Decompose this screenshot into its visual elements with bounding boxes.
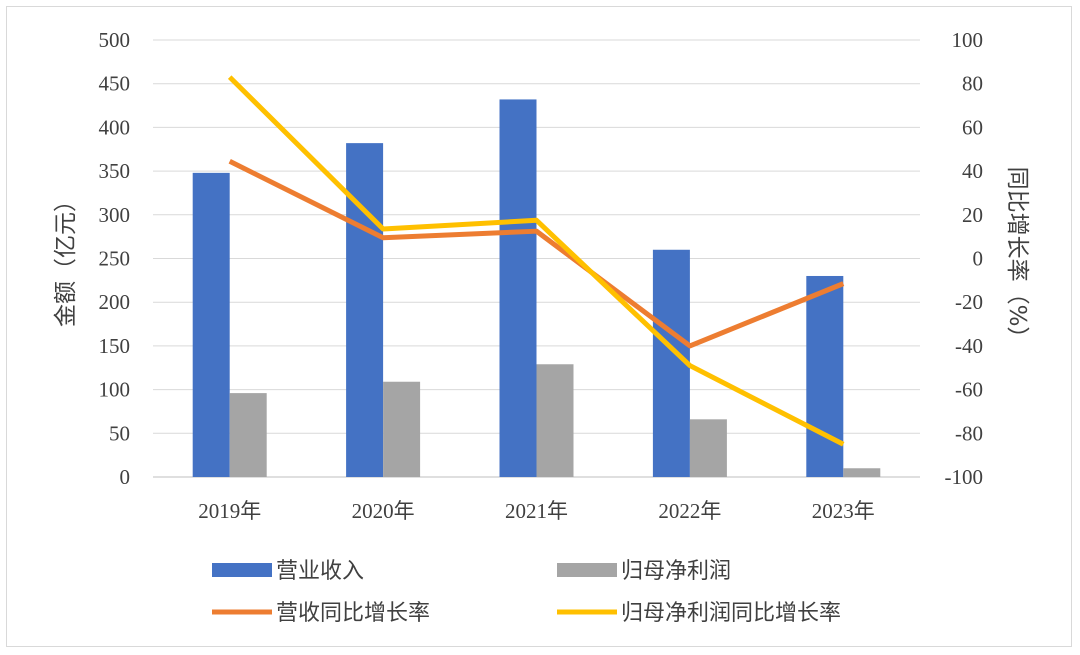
revenue-bar: [346, 143, 384, 477]
category-label: 2020年: [352, 499, 415, 523]
chart-frame: [6, 6, 1072, 647]
left-tick-label: 400: [99, 115, 131, 139]
left-axis-ticks: 0 50 100 150 200 250 300 350 400 450 500: [99, 28, 131, 489]
right-tick-label: -20: [955, 290, 983, 314]
category-label: 2022年: [658, 499, 721, 523]
revenue-bar: [499, 99, 537, 477]
right-tick-label: 60: [962, 115, 983, 139]
left-tick-label: 100: [99, 378, 131, 402]
net-profit-bar: [843, 468, 881, 477]
right-tick-label: 100: [952, 28, 984, 52]
revenue-bar: [806, 275, 844, 477]
right-axis-title: 同比增长率（%）: [1004, 167, 1030, 350]
legend-net-profit: 归母净利润: [557, 559, 731, 584]
revenue-bar: [652, 249, 690, 477]
legend-revenue: 营业收入: [212, 559, 364, 584]
category-label: 2023年: [812, 499, 875, 523]
right-tick-label: 0: [973, 247, 984, 271]
category-label: 2021年: [505, 499, 568, 523]
net-profit-bar: [689, 419, 727, 477]
right-tick-label: 40: [962, 159, 983, 183]
right-tick-label: -80: [955, 421, 983, 445]
bar-series: [192, 99, 881, 477]
left-tick-label: 450: [99, 72, 131, 96]
left-tick-label: 500: [99, 28, 131, 52]
left-tick-label: 200: [99, 290, 131, 314]
left-tick-label: 0: [120, 465, 131, 489]
right-tick-label: -40: [955, 334, 983, 358]
right-tick-label: 80: [962, 72, 983, 96]
category-label: 2019年: [198, 499, 261, 523]
net-profit-growth-line: [227, 75, 845, 447]
legend-label: 归母净利润: [621, 559, 731, 584]
net-profit-bar: [536, 364, 574, 477]
legend-label: 营收同比增长率: [276, 601, 430, 626]
category-axis-labels: 2019年 2020年 2021年 2022年 2023年: [198, 499, 875, 523]
legend-revenue-growth: 营收同比增长率: [212, 601, 430, 626]
left-tick-label: 50: [109, 421, 130, 445]
right-tick-label: -60: [955, 378, 983, 402]
line-series: [227, 75, 845, 447]
left-tick-label: 250: [99, 247, 131, 271]
legend-net-profit-growth: 归母净利润同比增长率: [557, 601, 841, 626]
legend-label: 归母净利润同比增长率: [621, 601, 841, 626]
net-profit-bar: [383, 381, 421, 477]
left-tick-label: 300: [99, 203, 131, 227]
legend-label: 营业收入: [276, 559, 364, 584]
revenue-bar: [192, 172, 230, 477]
legend-swatch: [212, 563, 272, 577]
left-tick-label: 150: [99, 334, 131, 358]
left-tick-label: 350: [99, 159, 131, 183]
legend-swatch: [557, 563, 617, 577]
net-profit-bar: [229, 393, 267, 477]
left-axis-title: 金额（亿元）: [53, 189, 79, 327]
right-tick-label: -100: [945, 465, 984, 489]
right-tick-label: 20: [962, 203, 983, 227]
revenue-growth-line: [228, 159, 845, 349]
right-axis-ticks: -100 -80 -60 -40 -20 0 20 40 60 80 100: [945, 28, 984, 489]
